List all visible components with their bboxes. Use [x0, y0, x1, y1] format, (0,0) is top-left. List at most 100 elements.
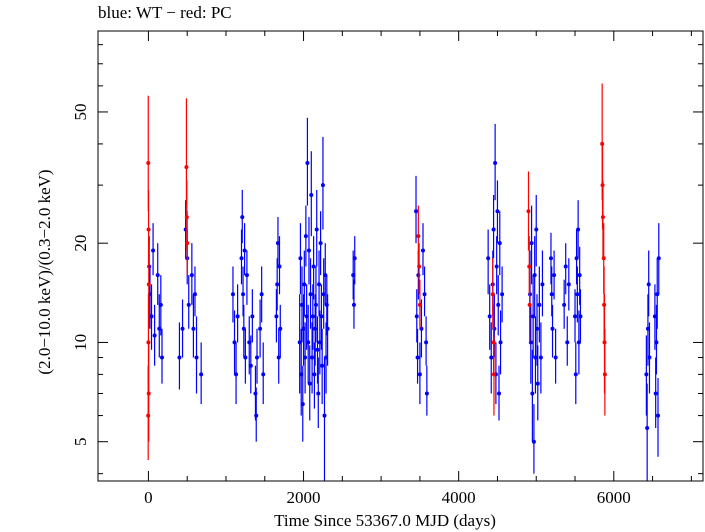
- data-point: [500, 292, 505, 297]
- data-point: [199, 372, 204, 377]
- data-point: [565, 340, 570, 345]
- data-point: [149, 314, 154, 319]
- data-point: [498, 340, 503, 345]
- data-point: [491, 372, 496, 377]
- data-point: [424, 340, 429, 345]
- data-point: [155, 273, 160, 278]
- data-point: [248, 363, 253, 368]
- data-point: [189, 273, 194, 278]
- data-point: [307, 381, 312, 386]
- plot-frame: [97, 30, 704, 482]
- data-point: [315, 347, 320, 352]
- y-tick-label: 5: [71, 437, 90, 446]
- data-point: [250, 314, 255, 319]
- data-point: [278, 326, 283, 331]
- data-point: [275, 282, 280, 287]
- data-point: [532, 273, 537, 278]
- data-point: [548, 256, 553, 261]
- data-point: [656, 413, 661, 418]
- data-point: [305, 161, 310, 166]
- data-point: [601, 256, 606, 261]
- data-point: [254, 413, 259, 418]
- data-point: [645, 426, 650, 431]
- data-point: [255, 355, 260, 360]
- data-point: [550, 326, 555, 331]
- data-point: [180, 326, 185, 331]
- data-point: [177, 355, 182, 360]
- data-point: [577, 273, 582, 278]
- data-point: [311, 264, 316, 269]
- data-point: [320, 183, 325, 188]
- data-point: [573, 314, 578, 319]
- data-point: [184, 165, 189, 170]
- data-point: [527, 302, 532, 307]
- data-point: [320, 363, 325, 368]
- data-point: [416, 273, 421, 278]
- data-point: [309, 192, 314, 197]
- x-tick-label: 4000: [442, 488, 476, 507]
- data-point: [158, 302, 163, 307]
- data-point: [314, 227, 319, 232]
- data-point: [489, 355, 494, 360]
- x-axis-label: Time Since 53367.0 MJD (days): [274, 511, 496, 530]
- data-point: [497, 241, 502, 246]
- data-point: [310, 314, 315, 319]
- data-point: [490, 292, 495, 297]
- data-point: [253, 391, 258, 396]
- data-point: [578, 314, 583, 319]
- data-point: [538, 355, 543, 360]
- data-point: [495, 209, 500, 214]
- data-point: [261, 372, 266, 377]
- x-tick-label: 0: [144, 488, 153, 507]
- data-point: [302, 282, 307, 287]
- data-point: [185, 241, 190, 246]
- y-tick-label: 50: [71, 103, 90, 120]
- data-point: [152, 333, 157, 338]
- data-point: [647, 355, 652, 360]
- data-point: [318, 241, 323, 246]
- data-point: [552, 273, 557, 278]
- data-point: [653, 391, 658, 396]
- axis-ticks: 0 2000 4000 6000 5 10 20 50: [71, 31, 703, 507]
- series-pc: [146, 83, 607, 461]
- data-point: [573, 372, 578, 377]
- data-point: [415, 355, 420, 360]
- y-tick-label: 10: [71, 334, 90, 351]
- data-point: [300, 402, 305, 407]
- data-point: [493, 161, 498, 166]
- data-point: [303, 355, 308, 360]
- data-point: [274, 314, 279, 319]
- data-point: [313, 326, 318, 331]
- data-point: [549, 292, 554, 297]
- data-point: [414, 314, 419, 319]
- plot-area: [146, 83, 661, 481]
- data-point: [310, 355, 315, 360]
- data-point: [644, 372, 649, 377]
- data-point: [600, 215, 605, 220]
- data-point: [654, 340, 659, 345]
- data-point: [325, 326, 330, 331]
- data-point: [303, 234, 308, 239]
- data-point: [422, 292, 427, 297]
- data-point: [241, 292, 246, 297]
- data-point: [235, 314, 240, 319]
- data-point: [496, 302, 501, 307]
- data-point: [259, 292, 264, 297]
- data-point: [234, 372, 239, 377]
- data-point: [531, 439, 536, 444]
- data-point: [646, 282, 651, 287]
- data-point: [146, 227, 151, 232]
- data-point: [194, 355, 199, 360]
- data-point: [486, 256, 491, 261]
- data-point: [316, 391, 321, 396]
- data-point: [420, 248, 425, 253]
- data-point: [491, 227, 496, 232]
- data-point: [230, 292, 235, 297]
- data-point: [530, 391, 535, 396]
- data-point: [351, 302, 356, 307]
- data-point: [243, 355, 248, 360]
- data-point: [258, 326, 263, 331]
- data-point: [159, 355, 164, 360]
- data-point: [529, 241, 534, 246]
